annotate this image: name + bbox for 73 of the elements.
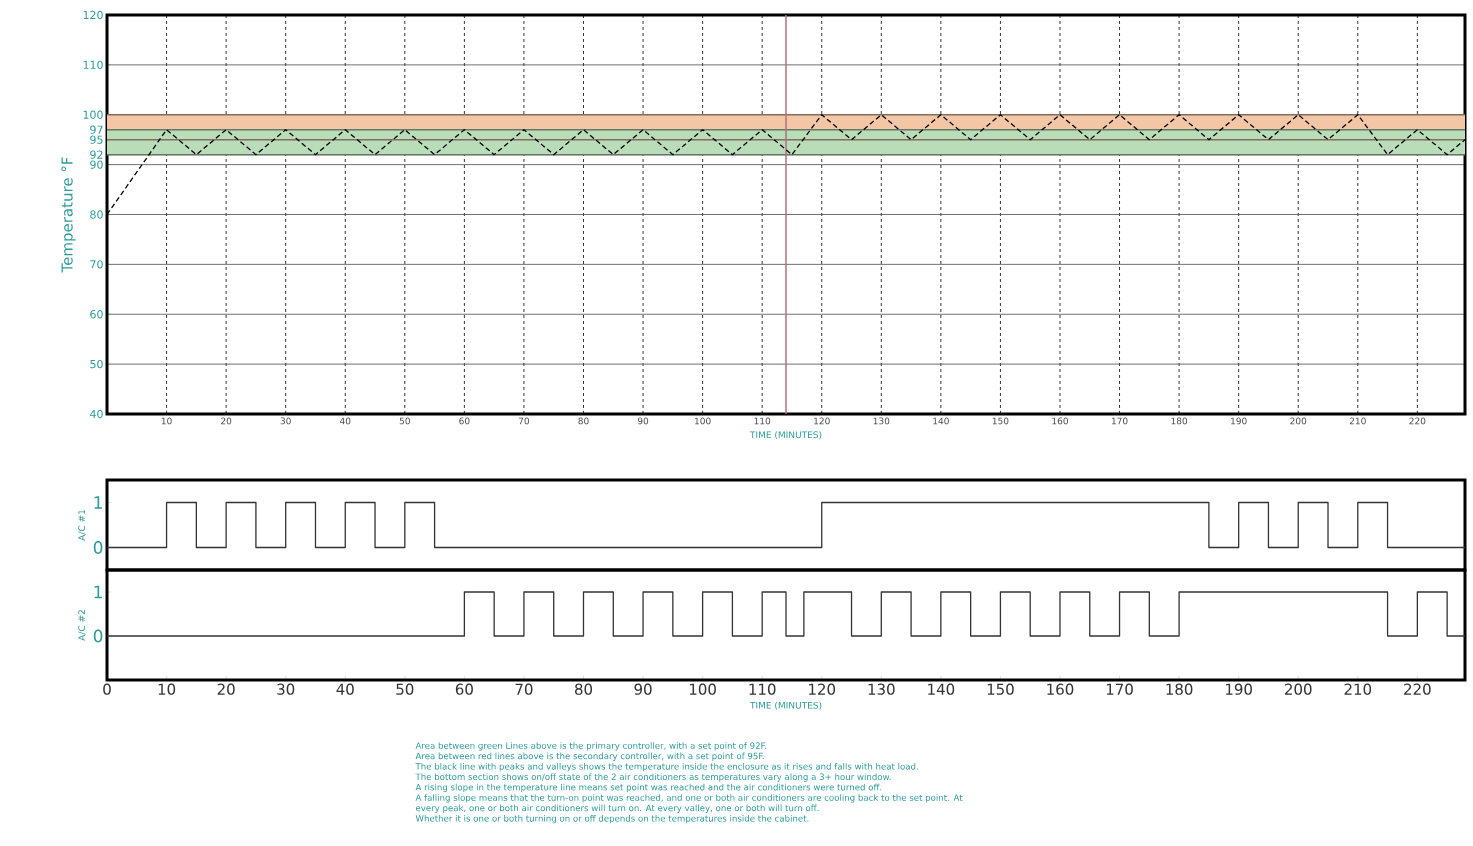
x-tick-label: 160 [1052, 417, 1068, 425]
x-tick-label: 70 [515, 683, 533, 695]
x-tick-label: 210 [1344, 683, 1372, 695]
y-axis-title: Temperature °F [61, 157, 76, 273]
x-tick-label: 180 [1171, 417, 1188, 425]
x-tick-label: 40 [339, 417, 351, 425]
y-tick-label: 110 [83, 60, 103, 70]
x-tick-label: 30 [277, 683, 295, 695]
x-tick-label: 100 [695, 417, 711, 425]
y-tick-label: 1 [94, 585, 102, 599]
x-tick-label: 90 [634, 683, 652, 695]
x-tick-label: 120 [814, 417, 830, 425]
y-tick-label: 90 [90, 160, 103, 169]
x-tick-label: 10 [161, 417, 172, 425]
x-tick-label: 60 [455, 683, 473, 695]
x-tick-label: 220 [1404, 683, 1431, 695]
x-tick-label: 150 [992, 417, 1009, 425]
x-tick-label: 140 [928, 683, 955, 695]
x-tick-label: 190 [1231, 417, 1247, 425]
x-tick-label: 40 [336, 683, 354, 695]
y-tick-label: 95 [90, 135, 103, 144]
y-tick-label: 92 [90, 150, 103, 159]
y-tick-label: 1 [94, 496, 102, 509]
text: A falling slope means that the turn-on point was reached, and one or both air conditioners are cooling back to the set point. At [415, 794, 963, 803]
x-tick-label: 180 [1166, 683, 1193, 695]
x-tick-label: 20 [217, 683, 235, 695]
y-tick-label: 50 [90, 359, 103, 369]
x-tick-label: 200 [1285, 683, 1312, 695]
y-tick-label: 97 [90, 125, 103, 134]
x-tick-label: 50 [396, 683, 414, 695]
x-axis-title: TIME (MINUTES) [749, 701, 822, 710]
x-axis-title: TIME (MINUTES) [749, 431, 822, 440]
text: Area between red lines above is the secondary controller, with a set point of 95F. [415, 752, 764, 761]
x-tick-label: 110 [754, 417, 771, 425]
x-tick-label: 90 [637, 417, 649, 425]
x-tick-label: 20 [221, 417, 232, 425]
x-tick-label: 150 [987, 683, 1014, 695]
text: Whether it is one or both turning on or off depends on the temperatures inside the cabinet. [415, 815, 809, 824]
x-tick-label: 160 [1047, 683, 1074, 695]
x-tick-label: 80 [578, 417, 589, 425]
text: A rising slope in the temperature line means set point was reached and the air conditioners were turned off. [415, 783, 882, 793]
x-tick-label: 0 [103, 683, 111, 695]
x-tick-label: 210 [1349, 417, 1366, 425]
y-tick-label: 80 [90, 210, 103, 219]
x-tick-label: 130 [868, 683, 895, 695]
x-tick-label: 170 [1106, 683, 1133, 695]
y-tick-label: 0 [93, 541, 103, 554]
y-axis-title: A/C #2 [78, 610, 86, 641]
text: The bottom section shows on/off state of the 2 air conditioners as temperatures vary along a 3+ hour window. [415, 773, 891, 782]
x-tick-label: 60 [459, 417, 470, 425]
x-tick-label: 70 [518, 417, 530, 425]
x-tick-label: 100 [689, 683, 716, 695]
x-tick-label: 120 [809, 683, 836, 695]
x-tick-label: 200 [1290, 417, 1307, 425]
x-tick-label: 220 [1409, 417, 1426, 425]
x-tick-label: 110 [749, 683, 776, 695]
x-tick-label: 170 [1111, 417, 1128, 425]
y-tick-label: 70 [90, 260, 103, 269]
y-tick-label: 120 [83, 10, 103, 20]
y-axis-title: A/C #1 [78, 510, 86, 541]
x-tick-label: 50 [399, 417, 410, 425]
y-tick-label: 60 [90, 310, 103, 319]
x-tick-label: 190 [1226, 683, 1252, 695]
x-tick-label: 140 [933, 417, 949, 425]
text: every peak, one or both air conditioners will turn on. At every valley, one or both will turn off. [415, 804, 819, 813]
x-tick-label: 10 [158, 683, 176, 695]
y-tick-label: 0 [93, 629, 103, 643]
text: The black line with peaks and valleys shows the temperature inside the enclosure as it rises and falls with heat load. [415, 763, 918, 772]
text: Area between green Lines above is the primary controller, with a set point of 92F. [415, 742, 766, 751]
x-tick-label: 80 [574, 683, 593, 695]
x-tick-label: 30 [280, 417, 291, 425]
x-tick-label: 130 [873, 417, 890, 425]
y-tick-label: 100 [83, 110, 103, 119]
